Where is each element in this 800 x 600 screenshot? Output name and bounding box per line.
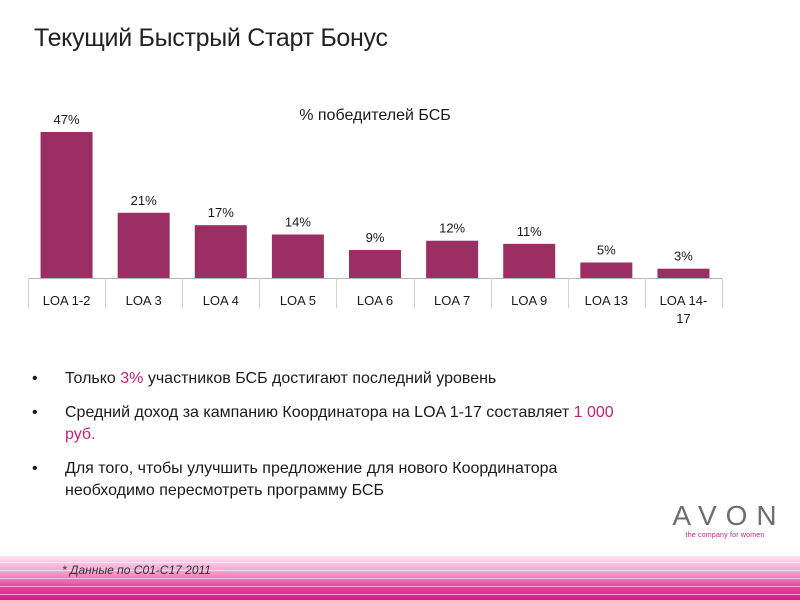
x-tick-label: LOA 13 xyxy=(585,293,628,308)
slide-title: Текущий Быстрый Старт Бонус xyxy=(34,24,388,52)
x-tick-label: LOA 9 xyxy=(511,293,547,308)
bullet-list: Только 3% участников БСБ достигают после… xyxy=(30,368,630,514)
data-label: 21% xyxy=(131,193,157,208)
bar xyxy=(349,250,401,278)
data-label: 47% xyxy=(54,112,80,127)
footnote: * Данные по С01-С17 2011 xyxy=(62,563,211,577)
data-label: 5% xyxy=(597,242,616,257)
bar xyxy=(657,268,710,278)
footer-band xyxy=(0,556,800,600)
x-tick-label: LOA 7 xyxy=(434,293,470,308)
logo-tagline: the company for women xyxy=(685,532,765,539)
bar xyxy=(503,243,556,278)
x-tick-label: 17 xyxy=(676,311,690,326)
data-label: 12% xyxy=(439,221,465,236)
x-tick-label: LOA 6 xyxy=(357,293,393,308)
highlighted-text: 3% xyxy=(120,370,144,387)
data-label: 17% xyxy=(208,205,234,220)
chart-title: % победителей БСБ xyxy=(299,107,451,124)
x-tick-label: LOA 5 xyxy=(280,293,316,308)
bullet-item: Для того, чтобы улучшить предложение для… xyxy=(30,458,630,502)
bar xyxy=(194,225,247,278)
bullet-text: Только xyxy=(65,370,121,387)
bar xyxy=(580,262,633,278)
bullet-item: Только 3% участников БСБ достигают после… xyxy=(30,368,630,390)
x-tick-label: LOA 14- xyxy=(660,293,708,308)
bullet-text: участников БСБ достигают последний урове… xyxy=(143,370,497,387)
x-tick-label: LOA 1-2 xyxy=(43,293,91,308)
data-label: 3% xyxy=(674,249,693,264)
avon-logo: AVON the company for women xyxy=(660,500,790,539)
data-label: 14% xyxy=(285,215,311,230)
bar-chart: % победителей БСБ 47% LOA 1-2 21% LOA 3 17% LO… xyxy=(28,107,723,326)
data-label: 9% xyxy=(366,230,385,245)
x-tick-label: LOA 3 xyxy=(126,293,162,308)
bar xyxy=(117,212,170,278)
bullet-text: Средний доход за кампанию Координатора н… xyxy=(65,404,574,421)
bullet-text: Для того, чтобы улучшить предложение для… xyxy=(65,460,558,499)
data-label: 11% xyxy=(517,224,542,239)
bar xyxy=(271,234,324,278)
x-tick-label: LOA 4 xyxy=(203,293,239,308)
bar xyxy=(426,240,479,278)
bar xyxy=(40,132,93,278)
highlighted-text: 1 000 руб. xyxy=(65,404,614,443)
logo-wordmark: AVON xyxy=(672,500,786,531)
bullet-item: Средний доход за кампанию Координатора н… xyxy=(30,402,630,446)
